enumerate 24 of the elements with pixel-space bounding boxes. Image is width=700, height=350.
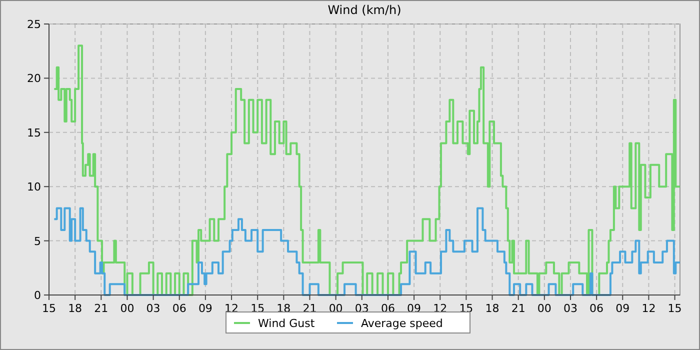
x-tick-label: 12 bbox=[642, 302, 656, 315]
x-tick-label: 15 bbox=[42, 302, 56, 315]
legend-label: Average speed bbox=[361, 317, 443, 330]
y-tick-label: 20 bbox=[27, 72, 41, 86]
x-tick-label: 21 bbox=[511, 302, 526, 315]
y-tick-label: 10 bbox=[27, 180, 41, 194]
x-tick-label: 06 bbox=[590, 302, 604, 315]
y-tick-label: 0 bbox=[34, 289, 41, 302]
x-tick-label: 18 bbox=[68, 302, 82, 315]
x-tick-label: 18 bbox=[485, 302, 500, 315]
x-tick-label: 03 bbox=[146, 302, 160, 315]
legend-label: Wind Gust bbox=[258, 317, 316, 330]
chart-title: Wind (km/h) bbox=[328, 3, 402, 17]
x-tick-label: 09 bbox=[198, 302, 212, 315]
y-tick-label: 25 bbox=[27, 18, 41, 31]
x-tick-label: 03 bbox=[563, 302, 578, 315]
x-tick-label: 15 bbox=[668, 302, 682, 315]
x-tick-label: 00 bbox=[537, 302, 552, 315]
x-tick-label: 06 bbox=[172, 302, 186, 315]
y-tick-label: 15 bbox=[27, 126, 41, 140]
x-tick-label: 00 bbox=[120, 302, 134, 315]
y-tick-label: 5 bbox=[34, 234, 41, 248]
x-tick-label: 21 bbox=[94, 302, 108, 315]
x-tick-label: 09 bbox=[616, 302, 630, 315]
